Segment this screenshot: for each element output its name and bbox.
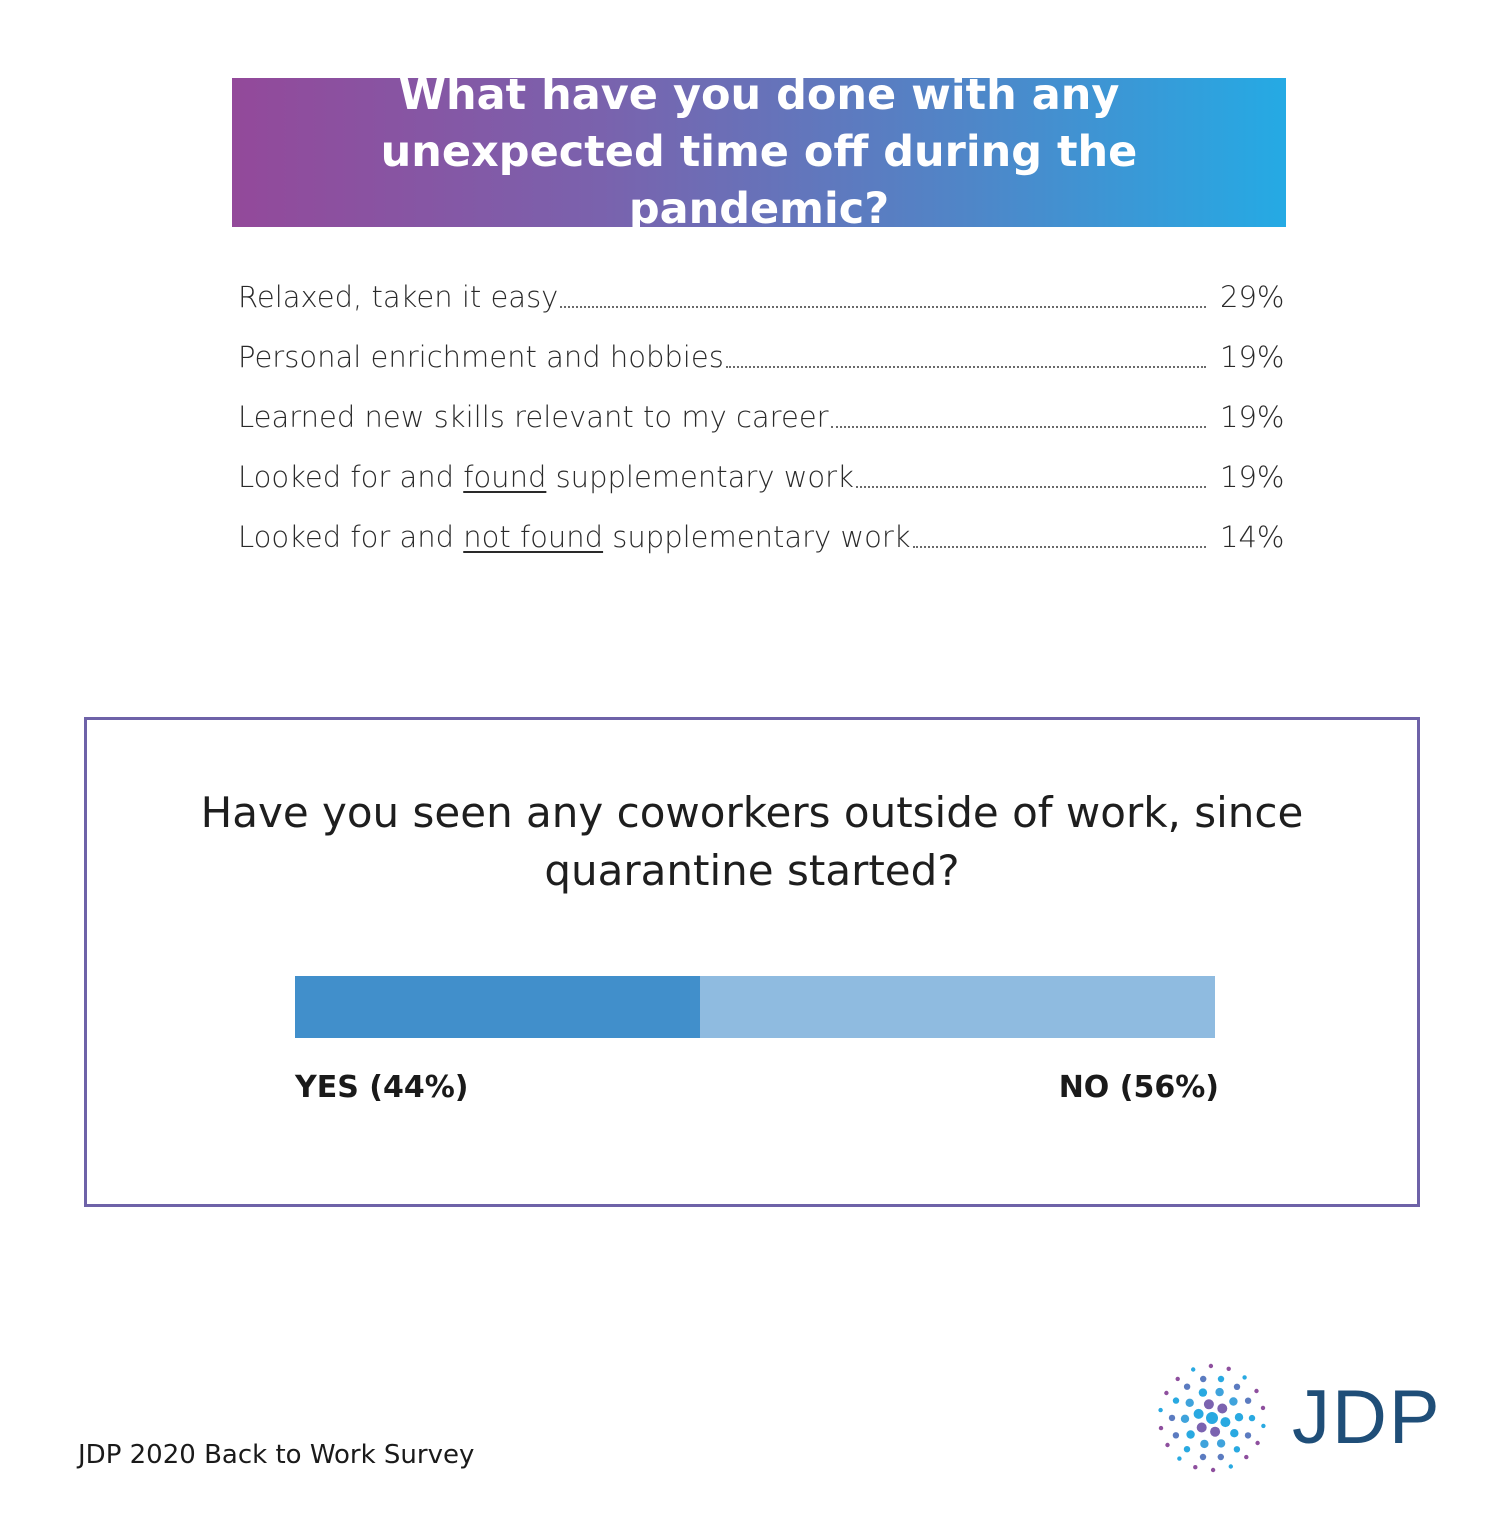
no-label: NO (56%) [1058,1070,1219,1105]
dotted-leader [560,306,1206,308]
table-row: Learned new skills relevant to my career… [238,386,1285,446]
question-banner: What have you done with any unexpected t… [232,70,1286,234]
coworker-question-panel: Have you seen any coworkers outside of w… [84,717,1420,1207]
logo-dot [1226,1366,1231,1371]
row-label-text-end: supplementary work [546,460,854,494]
logo-dot [1186,1430,1195,1439]
bar-segment-no [700,976,1215,1038]
bar-segment-yes [295,976,700,1038]
row-percent: 19% [1220,340,1285,374]
response-list: Relaxed, taken it easy 29% Personal enrich… [238,266,1285,566]
logo-dot [1199,1453,1207,1461]
logo-dot [1255,1440,1260,1446]
logo-dot [1172,1397,1180,1404]
dotted-leader [855,486,1206,488]
logo-dot [1193,1465,1198,1470]
row-label: Personal enrichment and hobbies [238,340,724,386]
row-label-text: Looked for and [238,460,464,494]
logo-dot [1177,1456,1182,1461]
logo-dot [1215,1387,1224,1397]
row-label-text: Looked for and [238,520,464,554]
logo-dot [1217,1453,1224,1461]
logo-dot [1200,1439,1209,1449]
row-percent: 19% [1220,460,1285,494]
logo-dot [1217,1403,1228,1414]
logo-dot [1183,1446,1191,1453]
logo-dot [1229,1397,1238,1406]
logo-dot [1228,1464,1233,1469]
logo-dot [1172,1432,1180,1439]
logo-dot [1200,1375,1207,1383]
stacked-bar [295,976,1215,1038]
source-note: JDP 2020 Back to Work Survey [78,1440,475,1470]
row-label: Looked for and not found supplementary w… [238,520,911,566]
row-label-text: Relaxed, taken it easy [238,280,559,314]
logo-dot [1168,1414,1176,1422]
row-label-underlined: not found [463,520,604,554]
logo-dot [1230,1429,1239,1438]
row-label: Learned new skills relevant to my career [238,400,829,446]
logo-dot [1244,1432,1252,1439]
logo-dot [1233,1446,1241,1453]
logo-dot [1254,1388,1259,1394]
logo-dot [1244,1454,1249,1460]
row-label: Relaxed, taken it easy [238,280,558,326]
logo-text: JDP [1292,1375,1442,1460]
logo-dot [1208,1363,1214,1369]
logo-dot [1158,1425,1164,1431]
logo-dot [1217,1375,1225,1383]
table-row: Personal enrichment and hobbies 19% [238,326,1285,386]
dotted-leader [912,546,1206,548]
row-percent: 14% [1220,520,1285,554]
logo-dot [1210,1426,1221,1437]
logo-dot [1191,1367,1196,1372]
table-row: Looked for and found supplementary work 1… [238,446,1285,506]
logo-dot [1234,1413,1244,1422]
logo-dot [1248,1414,1256,1422]
logo-dot [1158,1407,1163,1413]
panel-title: Have you seen any coworkers outside of w… [200,788,1304,895]
logo-dot [1242,1375,1247,1380]
logo-dot [1183,1383,1191,1390]
logo-dot [1193,1408,1204,1419]
row-label-text: Learned new skills relevant to my career [238,400,829,434]
logo-dot [1261,1423,1266,1429]
yes-label: YES (44%) [295,1070,469,1105]
row-label-underlined: found [463,460,547,494]
logo-dot [1260,1405,1266,1411]
logo-dot [1180,1414,1190,1423]
row-label-text: Personal enrichment and hobbies [238,340,724,374]
row-label-text-end: supplementary work [603,520,911,554]
row-percent: 29% [1220,280,1285,314]
jdp-logo: JDP [1152,1362,1442,1482]
table-row: Relaxed, taken it easy 29% [238,266,1285,326]
logo-dot [1206,1412,1218,1424]
table-row: Looked for and not found supplementary w… [238,506,1285,566]
logo-dot [1244,1397,1252,1404]
row-label: Looked for and found supplementary work [238,460,854,506]
logo-dot [1196,1422,1207,1433]
banner-title: What have you done with any unexpected t… [380,70,1138,234]
logo-dot [1164,1390,1169,1396]
dotted-leader [725,366,1206,368]
logo-dot [1165,1442,1170,1448]
logo-dot [1175,1376,1180,1382]
logo-dot [1220,1417,1231,1428]
logo-dot [1216,1439,1226,1448]
logo-dot [1233,1383,1241,1390]
row-percent: 19% [1220,400,1285,434]
logo-dot [1185,1398,1194,1407]
logo-dot [1203,1399,1214,1410]
logo-dot [1198,1388,1208,1397]
logo-dots-icon [1158,1363,1266,1473]
logo-dot [1210,1467,1216,1473]
dotted-leader [830,426,1206,428]
